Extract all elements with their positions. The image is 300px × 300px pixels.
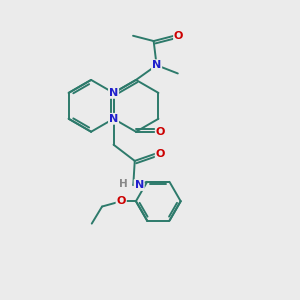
Text: O: O: [174, 31, 183, 41]
Text: N: N: [152, 60, 161, 70]
Text: N: N: [109, 88, 118, 98]
Text: N: N: [109, 114, 118, 124]
Text: O: O: [156, 148, 165, 158]
Text: O: O: [116, 196, 126, 206]
Text: O: O: [156, 127, 165, 137]
Text: N: N: [134, 180, 144, 190]
Text: H: H: [119, 179, 128, 190]
